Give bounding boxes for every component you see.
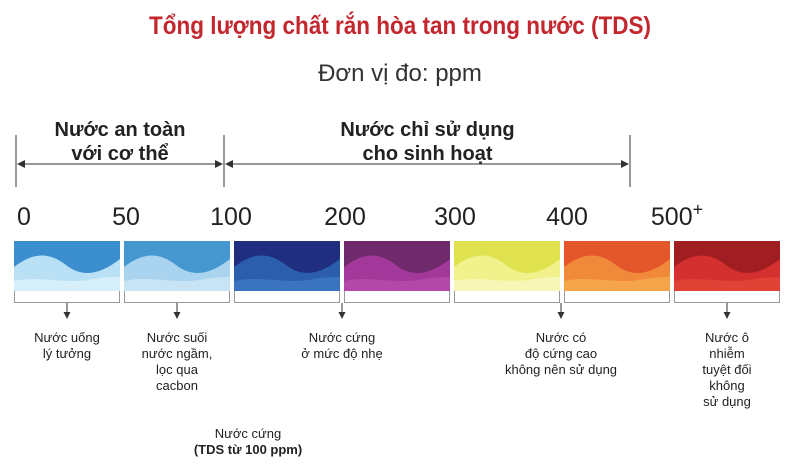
band-segment-100-200	[234, 241, 340, 291]
footnote-line2: (TDS từ 100 ppm)	[193, 442, 303, 457]
band-segment-400-500	[564, 241, 670, 291]
band-frame	[454, 291, 560, 303]
range-safe-line1: Nước an toàn	[54, 119, 186, 141]
range-household-line2: cho sinh hoạt	[362, 143, 493, 165]
range-arrows	[15, 135, 631, 187]
tick-50: 50	[112, 203, 140, 231]
desc-line: Nước ô nhiễm	[705, 330, 749, 361]
desc-line: nước ngầm,	[141, 346, 213, 361]
desc-line: lý tưởng	[42, 346, 92, 361]
range-safe-label: Nước an toàn với cơ thể	[15, 118, 225, 166]
desc-spring-water: Nước suối nước ngầm, lọc qua cacbon	[142, 330, 213, 394]
desc-line: cacbon	[156, 378, 198, 393]
unit-subtitle: Đơn vị đo: ppm	[318, 60, 482, 87]
diagram-title: Tổng lượng chất rắn hòa tan trong nước (…	[148, 12, 652, 40]
band-frame	[674, 291, 780, 303]
band-segment-0-50	[14, 241, 120, 291]
desc-line: Nước có	[535, 330, 587, 345]
desc-line: sử dụng	[703, 394, 751, 409]
band-segment-300-400	[454, 241, 560, 291]
band-frame	[14, 291, 120, 303]
band-frame	[344, 291, 450, 303]
tick-500-value: 500	[650, 203, 693, 231]
band-segment-500-plus	[674, 241, 780, 291]
tick-300: 300	[434, 203, 476, 231]
band-segment-50-100	[124, 241, 230, 291]
desc-polluted-water: Nước ô nhiễm tuyệt đối không sử dụng	[691, 330, 764, 410]
tick-0: 0	[17, 203, 31, 231]
desc-line: ở mức độ nhẹ	[301, 346, 383, 361]
desc-line: Nước uống	[34, 330, 100, 345]
desc-light-hard-water: Nước cứng ở mức độ nhẹ	[301, 330, 383, 362]
band-frame	[234, 291, 340, 303]
desc-high-hard-water: Nước có độ cứng cao không nên sử dụng	[505, 330, 617, 378]
desc-line: lọc qua	[156, 362, 198, 377]
desc-line: độ cứng cao	[524, 346, 598, 361]
footnote-hard-water: Nước cứng (TDS từ 100 ppm)	[194, 426, 302, 458]
desc-line: không nên sử dụng	[504, 362, 618, 377]
tick-100: 100	[210, 203, 252, 231]
desc-line: Nước cứng	[308, 330, 376, 345]
range-household-line1: Nước chỉ sử dụng	[340, 119, 515, 141]
tick-400: 400	[546, 203, 588, 231]
desc-line: không	[709, 378, 745, 393]
footnote-line1: Nước cứng	[214, 426, 282, 441]
tick-200: 200	[324, 203, 366, 231]
desc-line: Nước suối	[146, 330, 208, 345]
desc-line: tuyệt đối	[702, 362, 752, 377]
desc-ideal-drinking: Nước uống lý tưởng	[34, 330, 100, 362]
band-frame	[124, 291, 230, 303]
tick-500: 500+	[650, 199, 704, 232]
range-safe-line2: với cơ thể	[71, 143, 169, 165]
pointer-arrows	[63, 303, 731, 319]
tick-500-plus: +	[692, 199, 704, 220]
range-household-label: Nước chỉ sử dụng cho sinh hoạt	[225, 118, 630, 166]
band-frame	[564, 291, 670, 303]
band-segment-200-300	[344, 241, 450, 291]
